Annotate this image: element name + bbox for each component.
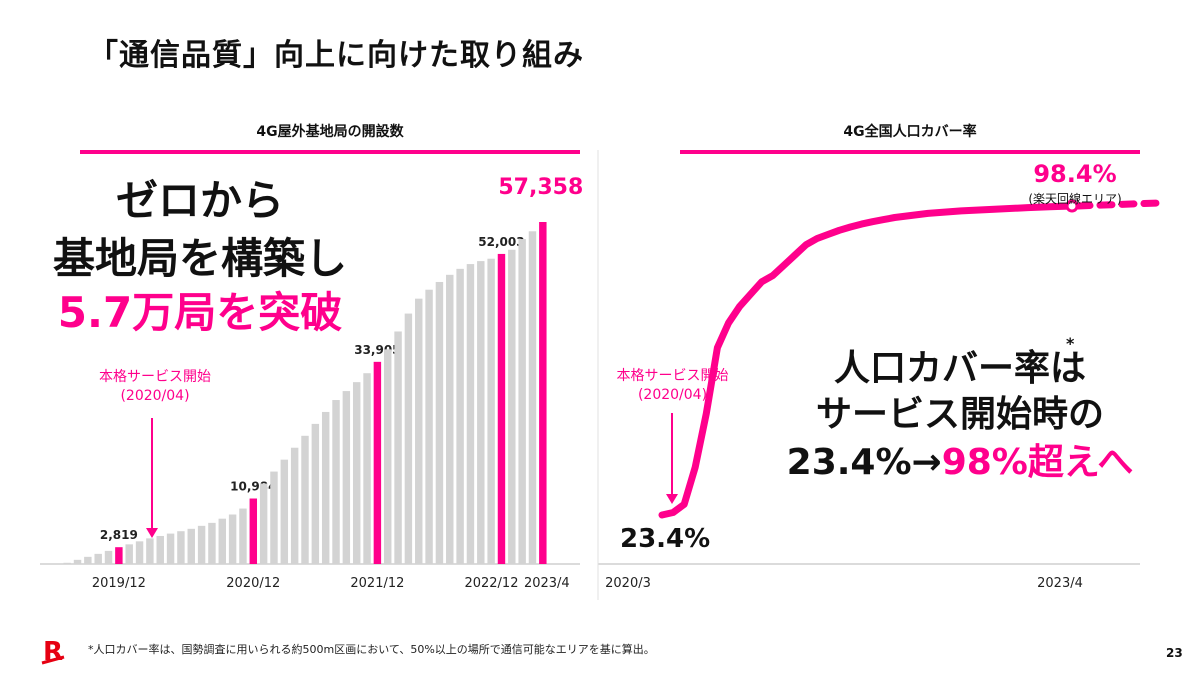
right-section-rule [680,150,1140,154]
bar [166,533,175,564]
coverage-line [658,202,1076,519]
bar-x-tick-label: 2023/4 [524,576,570,591]
left-headline-highlight: 5.7万局を突破 [57,288,343,337]
coverage-end-value: 98.4% [1033,160,1117,188]
bar-highlight [373,361,382,564]
bar [342,391,351,564]
bar-highlight [249,498,258,564]
bar [456,268,464,564]
bar [104,550,113,564]
bar [425,289,433,564]
bar [332,400,340,564]
bar [280,459,289,564]
left-section-title: 4G屋外基地局の開設数 [256,124,404,140]
left-headline-line2: 基地局を構築し [52,234,347,283]
left-annotation-arrow-head [146,528,158,538]
coverage-start-value: 23.4% [620,524,711,554]
bar-x-tick-label: 2020/12 [226,576,280,591]
bar [384,349,392,564]
line-chart: 2020/3 2023/4 [605,199,1162,591]
line-x-tick-label: 2023/4 [1037,576,1083,591]
rakuten-logo-icon: R [41,637,65,666]
coverage-projection [1074,199,1162,210]
bar [270,471,278,564]
right-annotation-line1: 本格サービス開始 [616,368,729,384]
coverage-end-point [1065,199,1079,213]
bar [321,411,330,564]
right-section-title: 4G全国人口カバー率 [843,124,977,140]
right-message-line2: サービス開始時の [815,394,1104,435]
bar [477,261,485,564]
bar-value-label: 33,905 [354,343,400,357]
footnote-star: * [1066,334,1075,353]
bar [394,331,402,564]
bar [228,514,237,564]
line-x-tick-label: 2020/3 [605,576,651,591]
bar-value-label: 52,003 [478,235,524,249]
bar [84,556,92,564]
bar-chart: 2,819 10,984 33,905 52,003 57,358 2019/12 2020… [40,175,583,591]
right-message-line3-highlight: 98%超えへ [941,442,1134,483]
bar [177,531,185,564]
bar [528,231,537,564]
bar [404,313,413,564]
bar [239,508,247,564]
bar [156,535,164,564]
bar [352,382,361,564]
bar [135,541,144,564]
left-annotation: 本格サービス開始 (2020/04) [80,368,230,406]
bar-highlight [115,547,123,564]
bar [63,562,71,564]
bar [218,518,226,564]
bar [363,373,371,564]
bar [73,559,82,564]
bar [94,553,102,564]
right-message-line3-prefix: 23.4%→ [786,442,942,483]
bar [415,298,423,564]
bar [311,423,320,564]
page-number: 23 [1166,646,1183,660]
page-title: 「通信品質」向上に向けた取り組み [88,38,584,73]
bar-top-value-label: 57,358 [498,175,583,200]
right-annotation-line2: (2020/04) [637,387,708,403]
left-section-rule [80,150,580,154]
bar-x-tick-label: 2019/12 [92,576,146,591]
bar [125,544,133,564]
left-annotation-line2: (2020/04) [120,388,190,404]
footnote: *人口カバー率は、国勢調査に用いられる約500m区画において、50%以上の場所で… [88,643,655,656]
left-annotation-line1: 本格サービス開始 [99,369,211,385]
bar-value-label: 2,819 [100,528,138,542]
right-message-line1: 人口カバー率は [760,346,1160,392]
right-message-line3: 23.4%→98%超えへ [760,440,1160,486]
bar [518,239,526,565]
bar-highlight [539,222,547,564]
bar [435,281,444,564]
bar [259,483,268,564]
bar-x-tick-label: 2022/12 [464,576,518,591]
right-message-line1-text: 人口カバー率は [833,348,1086,389]
bar [208,522,216,564]
bar-x-tick-label: 2021/12 [350,576,404,591]
right-annotation-arrow-head [666,494,678,504]
left-headline-line1: ゼロから [115,176,284,225]
bar [197,525,206,564]
rakuten-logo-swoosh [41,655,65,665]
bar-value-label: 10,984 [230,480,276,494]
bar [466,264,475,564]
right-annotation: 本格サービス開始 (2020/04) [600,367,745,405]
bar [301,435,309,564]
bar [508,249,516,564]
bar [446,274,454,564]
bar [487,258,495,564]
bar [187,528,195,564]
coverage-end-sublabel: (楽天回線エリア) [1028,192,1122,206]
bar-highlight [497,253,506,565]
bar [146,538,154,564]
bar [290,447,299,564]
